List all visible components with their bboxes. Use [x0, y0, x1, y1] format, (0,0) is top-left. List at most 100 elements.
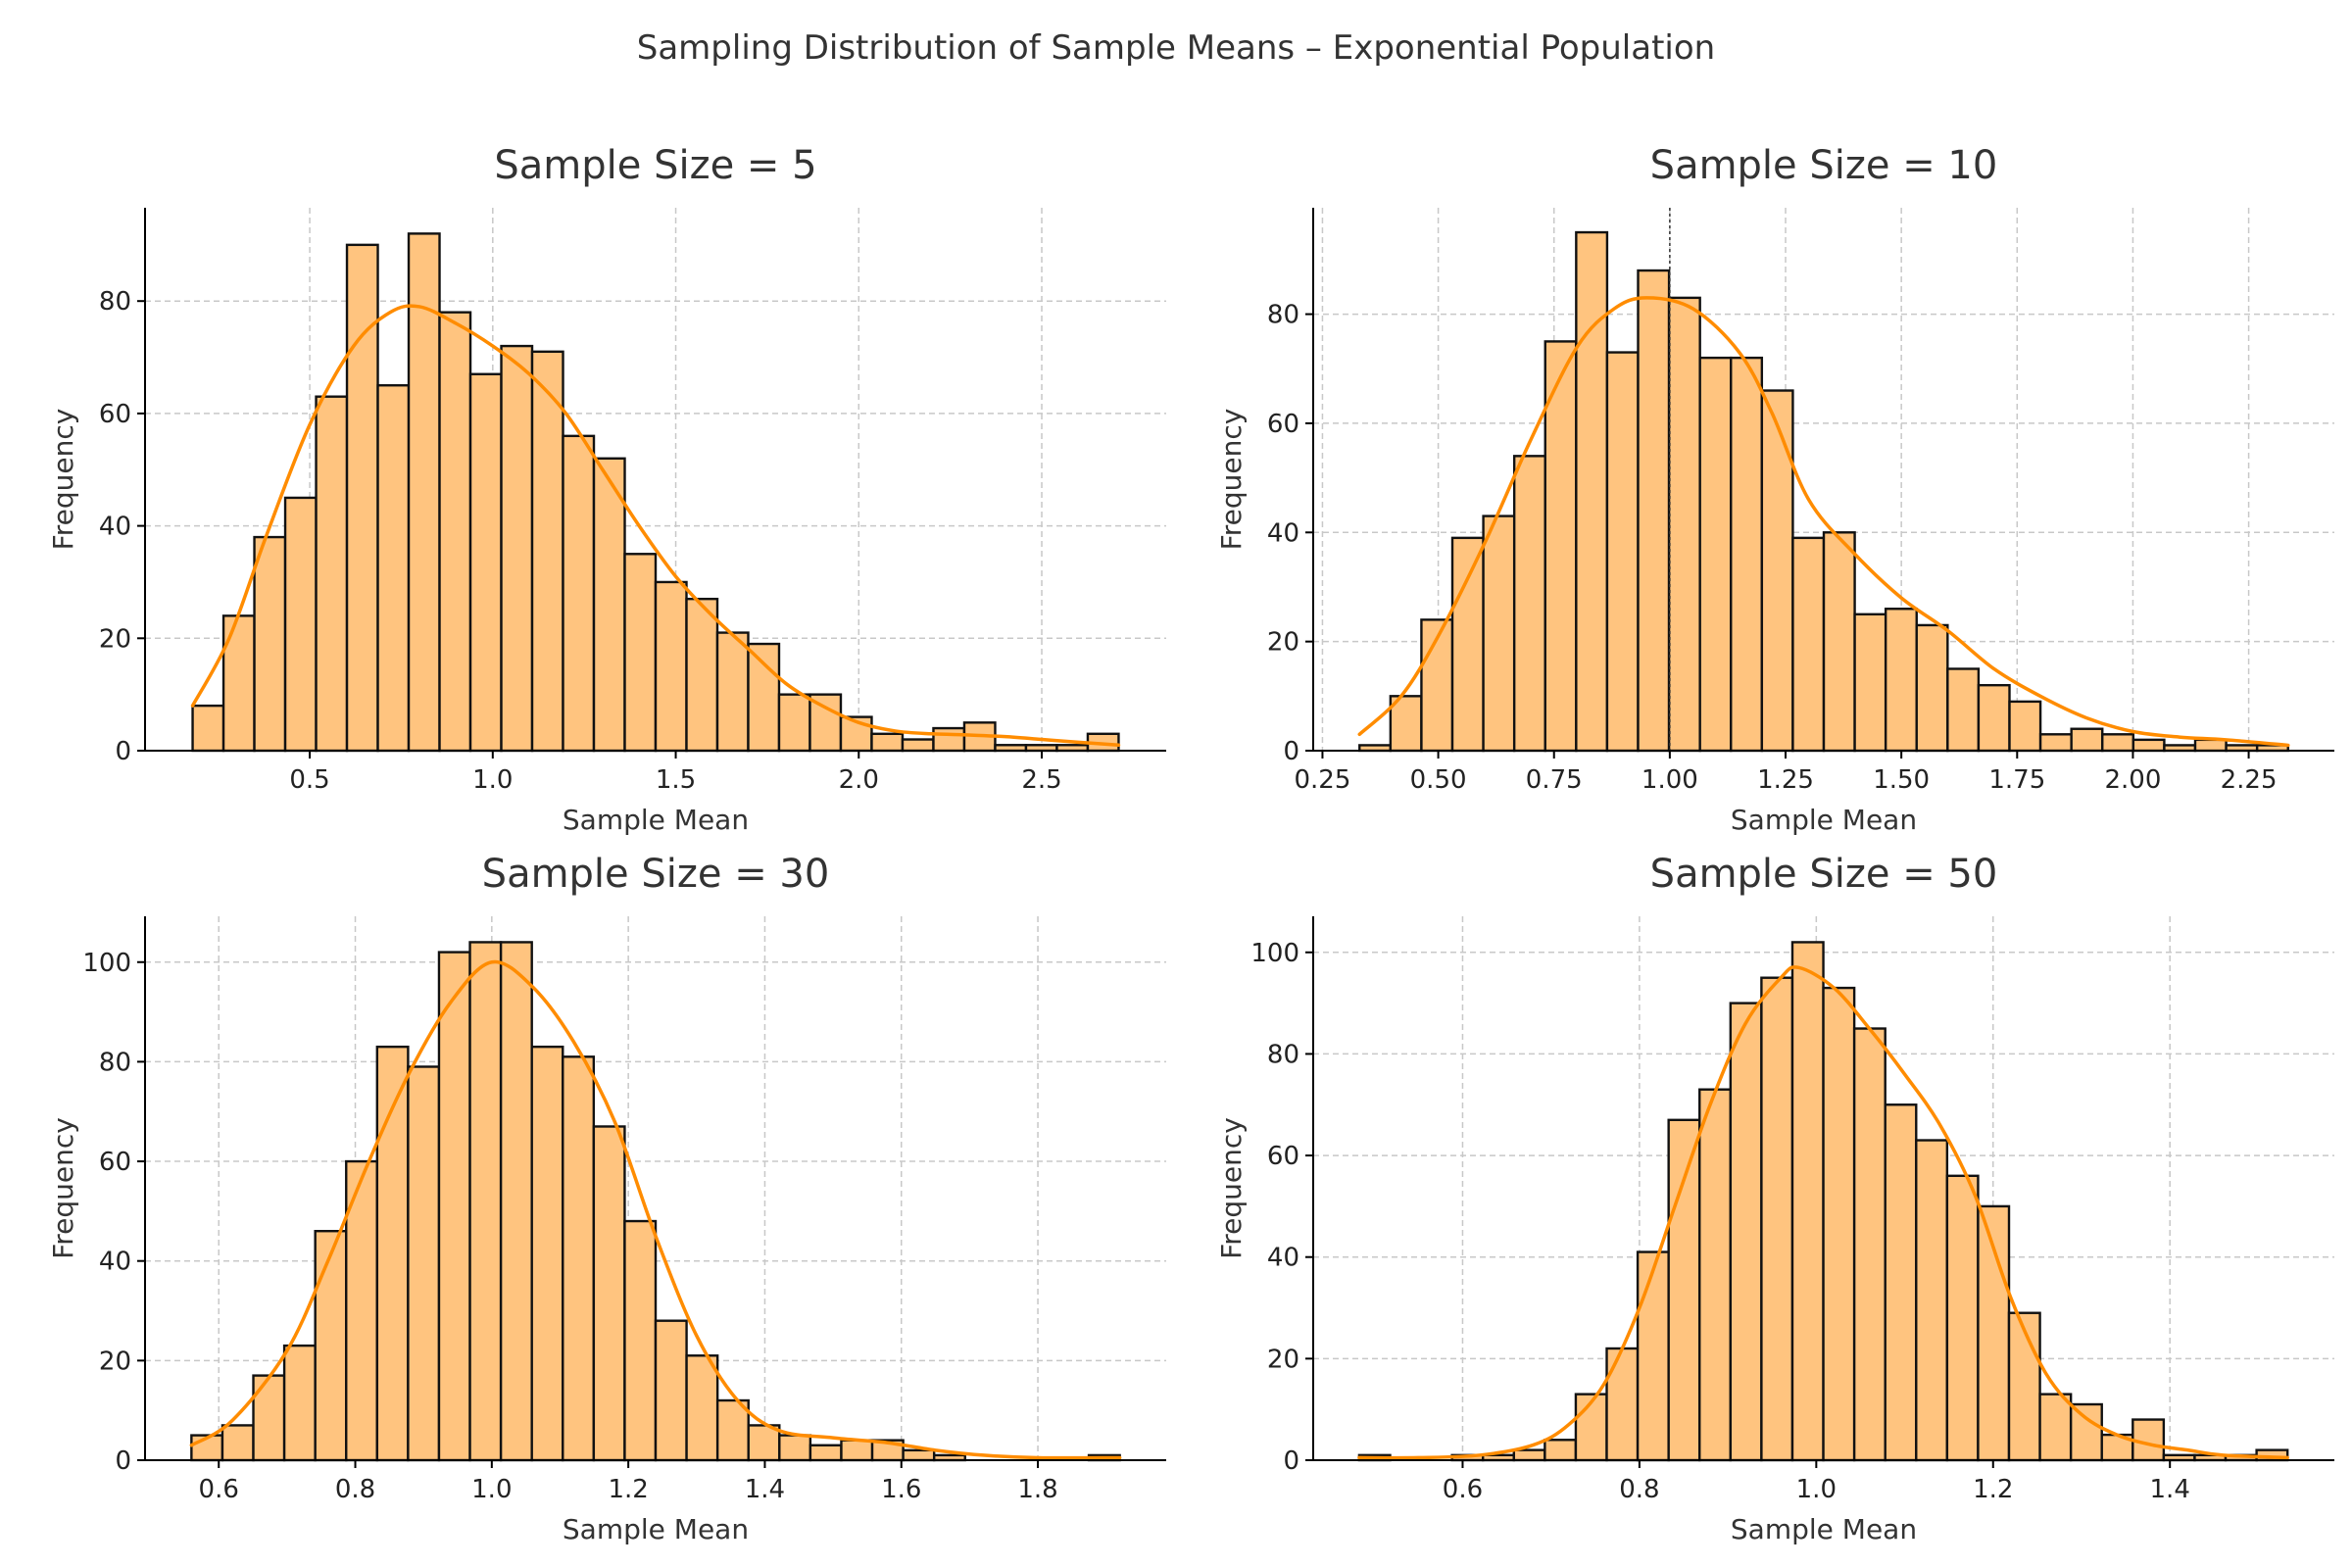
histogram-bar	[902, 1448, 936, 1462]
y-tick-label: 0	[1283, 737, 1299, 766]
histogram-bar	[283, 496, 318, 753]
histogram-bar	[1852, 1027, 1886, 1462]
histogram-bar	[1637, 269, 1671, 753]
histogram-bar	[1575, 230, 1609, 753]
y-tick-label: 60	[99, 1148, 131, 1177]
y-tick-label: 80	[99, 287, 131, 317]
histogram-bar	[1730, 356, 1764, 753]
histogram-bar	[1544, 1439, 1578, 1462]
histogram-bar	[1915, 623, 1949, 753]
histogram-bar	[407, 232, 441, 753]
histogram-bar	[1605, 351, 1640, 753]
chart-panel-1: 0.5 1.0 1.5 2.0 2.5 0 20 40 60 80 Sample Size = 5 S…	[47, 143, 1166, 836]
histogram-bar	[778, 1434, 812, 1462]
histogram-bar	[437, 951, 471, 1462]
histogram-bar	[1667, 1118, 1701, 1462]
histogram-bar	[2069, 1402, 2103, 1462]
y-axis-title: Frequency	[47, 409, 79, 551]
histogram-bar	[376, 384, 411, 753]
x-axis-title: Sample Mean	[563, 1513, 749, 1545]
histogram-bar	[1544, 340, 1578, 753]
histogram-bar	[840, 1439, 874, 1462]
histogram-bar	[932, 726, 966, 753]
x-tick-label: 0.8	[1619, 1475, 1659, 1504]
histogram-bar	[715, 631, 750, 753]
histogram-bar	[345, 1159, 379, 1462]
x-tick-label: 1.8	[1017, 1475, 1057, 1504]
y-tick-label: 0	[1283, 1446, 1299, 1476]
histogram-bar	[345, 243, 379, 753]
histogram-bar	[2008, 700, 2042, 753]
histogram-bar	[901, 738, 935, 753]
histogram-bar	[1977, 683, 2011, 753]
panel-title: Sample Size = 5	[494, 143, 816, 188]
y-tick-label: 60	[1267, 410, 1299, 439]
histogram-bar	[2038, 1393, 2073, 1462]
x-tick-label: 0.5	[289, 765, 329, 795]
histogram-bar	[1884, 1103, 1918, 1462]
kde-curve	[190, 304, 1121, 748]
histogram-bar	[2038, 733, 2073, 753]
y-tick-label: 80	[1267, 1040, 1299, 1069]
histogram-bar	[221, 614, 256, 753]
x-tick-label: 1.0	[1796, 1475, 1837, 1504]
kde-curve	[1357, 296, 2290, 748]
y-tick-label: 80	[1267, 301, 1299, 330]
histogram-bar	[1512, 455, 1546, 753]
x-axis-title: Sample Mean	[1731, 804, 1917, 836]
x-tick-label: 0.8	[335, 1475, 375, 1504]
histogram-bar	[1729, 1002, 1763, 1462]
y-axis-title: Frequency	[47, 1117, 79, 1259]
histogram-bar	[1853, 612, 1887, 753]
y-tick-label: 0	[115, 1446, 131, 1476]
x-tick-label: 1.0	[472, 765, 513, 795]
histogram-bar	[468, 941, 503, 1462]
y-tick-label: 40	[99, 513, 131, 542]
histogram-bar	[2101, 733, 2135, 753]
chart-panel-2: 0.25 0.50 0.75 1.00 1.25 1.50 1.75 2.00 2.25 0 20 4…	[1215, 143, 2334, 836]
x-tick-label: 2.00	[2104, 765, 2161, 795]
x-tick-label: 0.50	[1410, 765, 1467, 795]
histogram-bar	[530, 1045, 564, 1462]
y-tick-label: 20	[99, 624, 131, 654]
y-tick-label: 40	[1267, 1244, 1299, 1273]
histogram-bar	[623, 553, 658, 753]
figure-suptitle: Sampling Distribution of Sample Means – …	[637, 28, 1715, 68]
histogram-bar	[1482, 514, 1516, 753]
histogram-bar	[1884, 608, 1918, 753]
x-tick-label: 1.4	[745, 1475, 785, 1504]
x-tick-label: 1.4	[2150, 1475, 2190, 1504]
histogram-bar	[1946, 667, 1981, 753]
panel-title: Sample Size = 50	[1650, 852, 1998, 897]
y-tick-label: 60	[1267, 1142, 1299, 1171]
histogram-bar	[1450, 536, 1485, 753]
histogram-bar	[1605, 1347, 1640, 1462]
x-tick-label: 0.25	[1295, 765, 1351, 795]
histogram-bar	[2007, 1311, 2041, 1462]
histogram-bar	[1915, 1139, 1949, 1462]
histogram-bar	[2193, 738, 2228, 753]
kde-curve	[1357, 965, 2289, 1460]
histogram-bar	[1822, 531, 1856, 753]
histogram-bar	[253, 535, 287, 753]
x-tick-label: 0.6	[199, 1475, 239, 1504]
histogram-bar	[2070, 727, 2104, 753]
x-tick-label: 0.75	[1526, 765, 1583, 795]
histogram-bar	[1698, 1088, 1733, 1462]
histogram-bar	[1667, 296, 1701, 753]
kde-curve	[189, 959, 1122, 1460]
histogram-bar	[777, 693, 811, 753]
y-tick-label: 20	[99, 1347, 131, 1376]
chart-panel-3: 0.6 0.8 1.0 1.2 1.4 1.6 1.8 0 20 40 60 80 100 Sample …	[47, 852, 1166, 1545]
y-tick-label: 60	[99, 400, 131, 429]
x-tick-label: 1.5	[656, 765, 696, 795]
x-tick-label: 1.50	[1873, 765, 1930, 795]
x-tick-label: 2.5	[1021, 765, 1061, 795]
panels: 0.5 1.0 1.5 2.0 2.5 0 20 40 60 80 Sample Size = 5 S…	[47, 143, 2334, 1545]
histogram-bar	[1790, 941, 1825, 1462]
histogram-bar	[808, 1444, 843, 1462]
x-tick-label: 1.00	[1642, 765, 1698, 795]
histogram-bar	[592, 457, 626, 753]
histogram-bar	[1945, 1174, 1980, 1462]
